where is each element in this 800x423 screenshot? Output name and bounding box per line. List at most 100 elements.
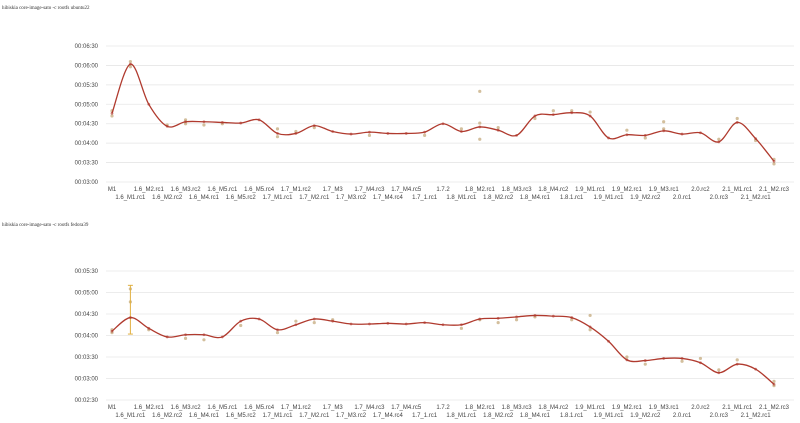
- data-point: [496, 128, 500, 132]
- x-tick-label: 1.9_M3.rc1: [649, 405, 680, 411]
- data-point: [110, 329, 114, 333]
- x-tick-label: 1.7_M2.rc1: [299, 413, 330, 419]
- data-point: [478, 317, 482, 321]
- data-point: [680, 132, 684, 136]
- x-tick-label: 1.8.1.rc1: [560, 195, 584, 201]
- chart-title: hibiskia core-image-sato -c rootfs fedor…: [2, 223, 89, 228]
- data-point: [331, 319, 335, 323]
- data-point-sample: [459, 326, 463, 330]
- data-point: [570, 111, 574, 115]
- data-point-sample: [772, 379, 776, 383]
- data-point: [515, 315, 518, 319]
- data-point: [239, 319, 243, 323]
- x-tick-label: 1.8_M2.rc1: [465, 187, 496, 193]
- data-point: [699, 361, 702, 365]
- data-point: [331, 130, 335, 133]
- data-point: [202, 333, 206, 337]
- x-tick-label: 1.7.2: [436, 187, 450, 193]
- x-tick-label: 1.7_M3: [323, 187, 344, 193]
- x-tick-label: M1: [108, 187, 117, 193]
- x-tick-label: 1.6_M1.rc1: [115, 195, 146, 201]
- data-point: [423, 321, 427, 324]
- data-point: [496, 316, 500, 320]
- x-tick-label: 1.6_M5.rc4: [244, 405, 275, 411]
- data-point: [717, 140, 721, 144]
- x-tick-label: 1.6_M5.rc2: [226, 413, 257, 419]
- chart-panel-1: hibiskia core-image-sato -c rootfs ubunt…: [0, 6, 800, 206]
- x-tick-label: 1.8_M4.rc1: [520, 413, 551, 419]
- x-tick-label: 1.6_M5.rc1: [207, 187, 238, 193]
- data-point: [294, 132, 298, 135]
- series-line: [111, 63, 775, 162]
- y-tick-label: 00:04:00: [75, 141, 99, 147]
- data-point: [570, 316, 574, 319]
- x-tick-label: 1.9_M1.rc1: [593, 195, 624, 201]
- x-tick-label: 1.7.2: [436, 405, 450, 411]
- x-tick-label: 1.9_M3.rc1: [649, 187, 680, 193]
- x-tick-label: 1.9_M2.rc2: [630, 195, 661, 201]
- chart-2: 00:02:30 00:03:00 00:03:30 00:04:00 00:04:30…: [75, 269, 794, 419]
- data-point: [349, 322, 353, 326]
- x-tick-label: 1.9_M1.rc1: [575, 405, 606, 411]
- data-point-sample: [478, 121, 482, 125]
- chart-title: hibiskia core-image-sato -c rootfs ubunt…: [2, 6, 90, 11]
- x-tick-label: 2.1_M1.rc1: [722, 187, 753, 193]
- data-point-sample: [459, 127, 463, 131]
- data-point: [165, 335, 169, 339]
- data-point: [643, 359, 647, 362]
- data-point-sample: [275, 127, 280, 131]
- data-point-sample: [496, 321, 500, 325]
- data-point-sample: [128, 59, 132, 64]
- x-tick-label: 1.9_M1.rc1: [575, 187, 606, 193]
- data-point-sample: [588, 328, 592, 332]
- y-tick-label: 00:03:30: [75, 355, 99, 361]
- x-tick-label: 1.9_M1.rc1: [593, 413, 624, 419]
- data-point: [699, 131, 702, 135]
- data-point: [404, 322, 408, 326]
- data-point-sample: [772, 162, 776, 166]
- x-tick-label: 1.8_M2.rc1: [465, 405, 496, 411]
- data-point: [220, 335, 224, 339]
- x-tick-label: 1.7_M4.rc3: [354, 187, 385, 193]
- x-tick-label: 1.6_M3.rc2: [171, 187, 202, 193]
- data-point-sample: [239, 323, 243, 328]
- x-tick-label: 1.7_M4.rc3: [354, 405, 385, 411]
- x-tick-label: 2.0.rc2: [691, 405, 710, 411]
- y-tick-label: 00:04:00: [75, 334, 99, 340]
- data-point-sample: [367, 133, 372, 137]
- data-point: [128, 316, 132, 319]
- data-point: [349, 132, 353, 136]
- data-point: [533, 114, 537, 118]
- data-point-sample: [551, 109, 555, 113]
- data-point: [735, 362, 739, 366]
- data-point: [147, 102, 151, 106]
- x-tick-label: 1.8_M2.rc2: [483, 413, 514, 419]
- chart-panel-2: hibiskia core-image-sato -c rootfs fedor…: [0, 223, 800, 423]
- x-tick-label: 1.7_M4.rc4: [373, 413, 404, 419]
- x-tick-label: 1.8_M1.rc1: [446, 195, 477, 201]
- x-tick-label: 2.0.rc2: [691, 187, 710, 193]
- data-point-sample: [717, 368, 721, 372]
- data-point-sample: [625, 128, 629, 132]
- data-point: [404, 132, 408, 135]
- data-point: [643, 133, 647, 137]
- data-point: [478, 125, 482, 129]
- x-tick-label: 1.6_M5.rc1: [207, 405, 238, 411]
- data-point-sample: [275, 331, 280, 335]
- data-point: [680, 357, 684, 360]
- data-point-sample: [735, 358, 739, 362]
- x-tick-label: 2.0.rc1: [673, 195, 692, 201]
- x-tick-label: 1.7_M3.rc2: [336, 195, 367, 201]
- x-tick-label: 1.6_M2.rc1: [134, 187, 165, 193]
- x-tick-label: 1.7_1.rc1: [412, 195, 438, 201]
- data-point-sample: [533, 116, 537, 121]
- x-tick-label: 2.1_M2.rc3: [759, 187, 790, 193]
- data-point: [588, 325, 592, 329]
- data-point-sample: [662, 120, 666, 124]
- data-point: [551, 113, 555, 117]
- x-tick-label: 1.8_M3.rc3: [502, 405, 533, 411]
- x-tick-label: 1.7_M1.rc2: [281, 187, 312, 193]
- data-point-sample: [128, 65, 132, 69]
- data-point-sample: [202, 123, 206, 127]
- data-point: [294, 323, 298, 327]
